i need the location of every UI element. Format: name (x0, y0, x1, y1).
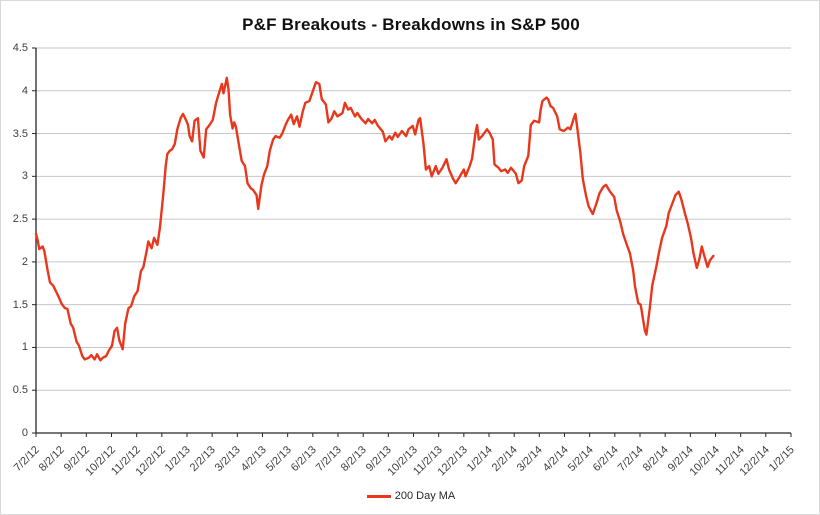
y-axis-label: 3.5 (12, 127, 28, 140)
y-axis-label: 2.5 (12, 213, 28, 226)
series-line-200-day-ma (34, 76, 715, 362)
legend: 200 Day MA (1, 490, 819, 502)
gridlines (36, 47, 791, 391)
y-axis-label: 1 (21, 341, 28, 354)
legend-line-swatch (366, 494, 391, 498)
axes (35, 48, 791, 434)
y-axis-label: 0 (21, 427, 28, 439)
y-axis-label: 2 (21, 255, 28, 268)
y-axis-label: 1.5 (12, 298, 28, 311)
chart-title: P&F Breakouts - Breakdowns in S&P 500 (242, 15, 580, 34)
y-axis-label: 4.5 (12, 42, 28, 54)
y-axis-label: 3 (21, 170, 28, 183)
y-axis-label: 0.5 (12, 384, 28, 397)
legend-label: 200 Day MA (394, 490, 456, 502)
y-axis-label: 4 (21, 84, 28, 97)
tick-marks (32, 47, 792, 437)
